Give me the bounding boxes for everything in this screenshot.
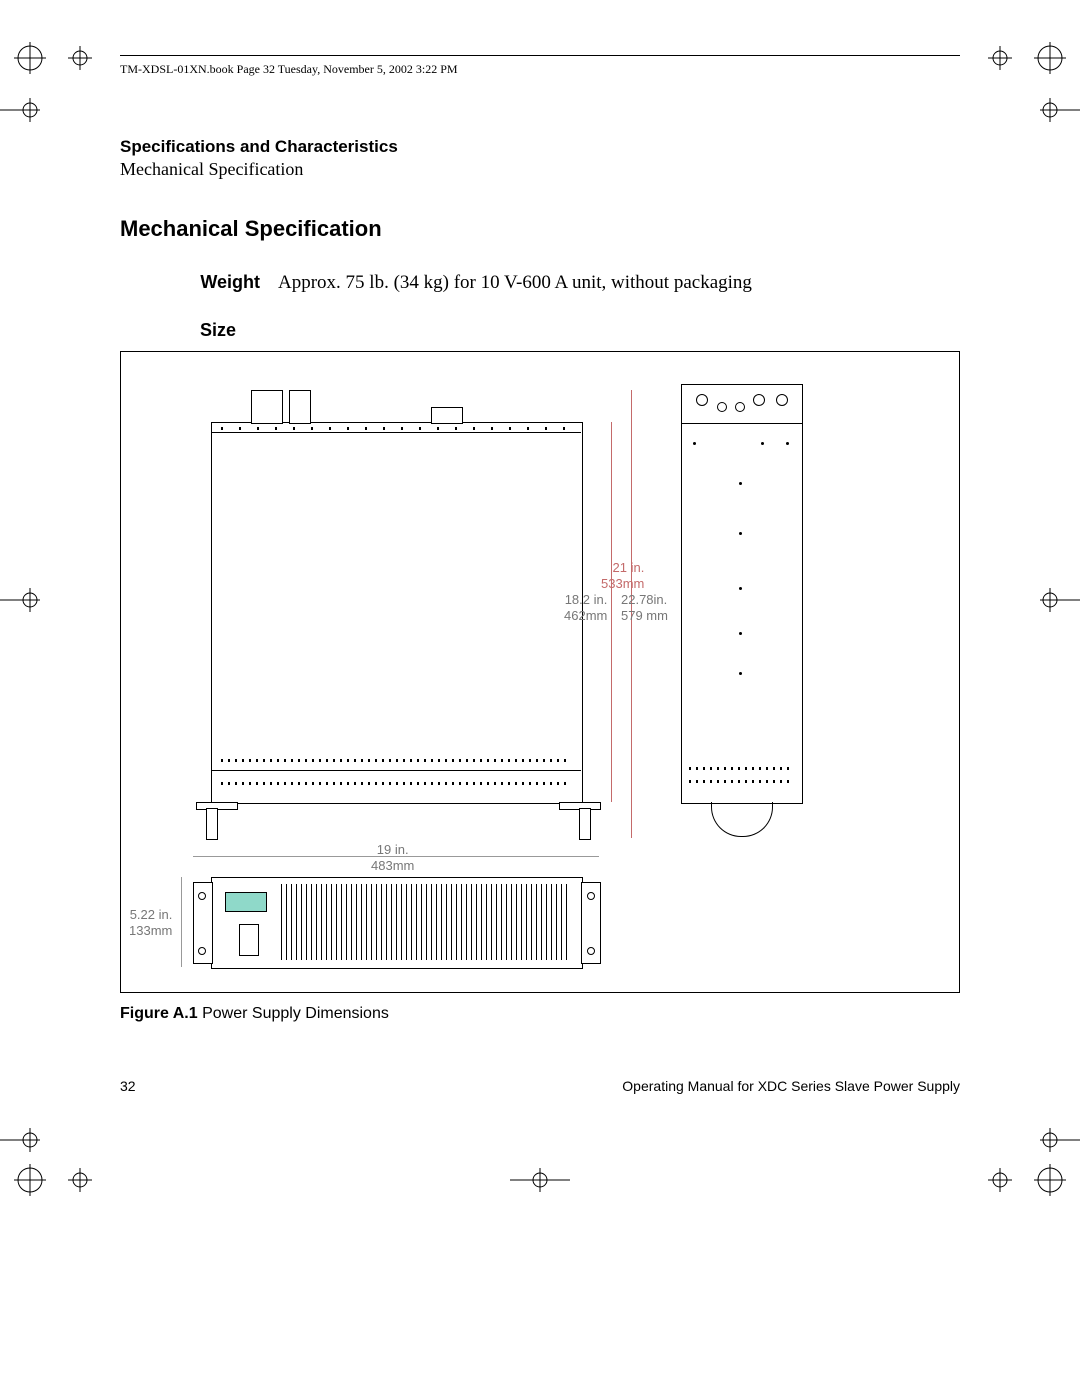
- section-heading: Specifications and Characteristics: [120, 137, 960, 157]
- dim-width-in: 19 in.: [377, 842, 409, 857]
- screw-row-bot: [221, 782, 571, 785]
- side-view-outer: [681, 422, 803, 804]
- screw-row-upper: [221, 427, 571, 430]
- dimline-depth2: [611, 422, 612, 802]
- weight-label: Weight: [120, 272, 260, 293]
- dim-height-in: 5.22 in.: [130, 907, 173, 922]
- screw-row-top: [221, 759, 571, 762]
- crop-mark-left-mid: [0, 580, 60, 620]
- top-conn-1: [251, 390, 283, 424]
- front-vents: [281, 884, 571, 960]
- side-handle: [711, 802, 773, 837]
- page-footer: 32 Operating Manual for XDC Series Slave…: [120, 1078, 960, 1094]
- front-ear-hole-r2: [587, 947, 595, 955]
- figure-caption: Figure A.1 Power Supply Dimensions: [120, 1005, 960, 1023]
- weight-row: Weight Approx. 75 lb. (34 kg) for 10 V-6…: [120, 272, 960, 294]
- front-ear-hole-r1: [587, 892, 595, 900]
- header-rule: [120, 55, 960, 56]
- dim-depth2: 18.2 in. 462mm: [564, 592, 607, 623]
- top-view-inner-bot: [211, 770, 581, 771]
- dim-depth1-in: 21 in.: [613, 560, 645, 575]
- side-screw: [693, 442, 696, 445]
- side-hole-5: [776, 394, 788, 406]
- top-foot-l2: [206, 808, 218, 840]
- side-hole-3: [735, 402, 745, 412]
- dim-depth1-mm: 533mm: [601, 576, 644, 591]
- dim-depth2-mm: 462mm: [564, 608, 607, 623]
- crop-mark-left-upper: [0, 90, 60, 130]
- side-screw: [739, 587, 742, 590]
- side-screw: [739, 632, 742, 635]
- figure-frame: 21 in. 533mm 18.2 in. 462mm 22.78in. 579…: [120, 351, 960, 993]
- top-conn-3: [431, 407, 463, 424]
- crop-mark-bottom-left: [10, 1160, 100, 1200]
- page-title: Mechanical Specification: [120, 216, 960, 242]
- dim-height-mm: 133mm: [129, 923, 172, 938]
- page-number: 32: [120, 1078, 136, 1094]
- manual-title: Operating Manual for XDC Series Slave Po…: [622, 1078, 960, 1094]
- top-view-outer: [211, 422, 583, 804]
- side-hole-2: [717, 402, 727, 412]
- side-screw: [739, 532, 742, 535]
- section-subheading: Mechanical Specification: [120, 159, 960, 180]
- figure-caption-text: Power Supply Dimensions: [202, 1005, 389, 1022]
- dim-depth2-in: 18.2 in.: [565, 592, 608, 607]
- crop-mark-top-right: [980, 38, 1070, 78]
- side-vent-row1: [689, 767, 793, 770]
- crop-mark-right-lower: [1020, 1120, 1080, 1160]
- side-vent-row2: [689, 780, 793, 783]
- side-screw: [761, 442, 764, 445]
- crop-mark-bottom-center: [500, 1160, 580, 1200]
- crop-mark-right-mid: [1020, 580, 1080, 620]
- side-screw: [739, 482, 742, 485]
- dim-depth3-in: 22.78in.: [621, 592, 667, 607]
- book-header-line: TM-XDSL-01XN.book Page 32 Tuesday, Novem…: [120, 62, 960, 77]
- dim-depth1: 21 in. 533mm: [601, 560, 644, 591]
- figure-caption-prefix: Figure A.1: [120, 1005, 198, 1022]
- front-ear-hole-l1: [198, 892, 206, 900]
- front-display: [225, 892, 267, 912]
- crop-mark-left-lower: [0, 1120, 60, 1160]
- size-label: Size: [200, 320, 960, 341]
- dim-width-mm: 483mm: [371, 858, 414, 873]
- top-conn-2: [289, 390, 311, 424]
- dim-depth3-mm: 579 mm: [621, 608, 668, 623]
- crop-mark-right-upper: [1020, 90, 1080, 130]
- side-hole-1: [696, 394, 708, 406]
- crop-mark-bottom-right: [980, 1160, 1070, 1200]
- top-view-inner-top: [211, 432, 581, 433]
- side-hole-4: [753, 394, 765, 406]
- front-switch: [239, 924, 259, 956]
- top-foot-r2: [579, 808, 591, 840]
- crop-mark-top-left: [10, 38, 100, 78]
- dimline-height: [181, 877, 182, 967]
- front-ear-hole-l2: [198, 947, 206, 955]
- side-screw: [786, 442, 789, 445]
- dim-height: 5.22 in. 133mm: [129, 907, 172, 938]
- weight-value: Approx. 75 lb. (34 kg) for 10 V-600 A un…: [278, 272, 752, 294]
- side-screw: [739, 672, 742, 675]
- dim-depth3: 22.78in. 579 mm: [621, 592, 668, 623]
- dim-width: 19 in. 483mm: [371, 842, 414, 873]
